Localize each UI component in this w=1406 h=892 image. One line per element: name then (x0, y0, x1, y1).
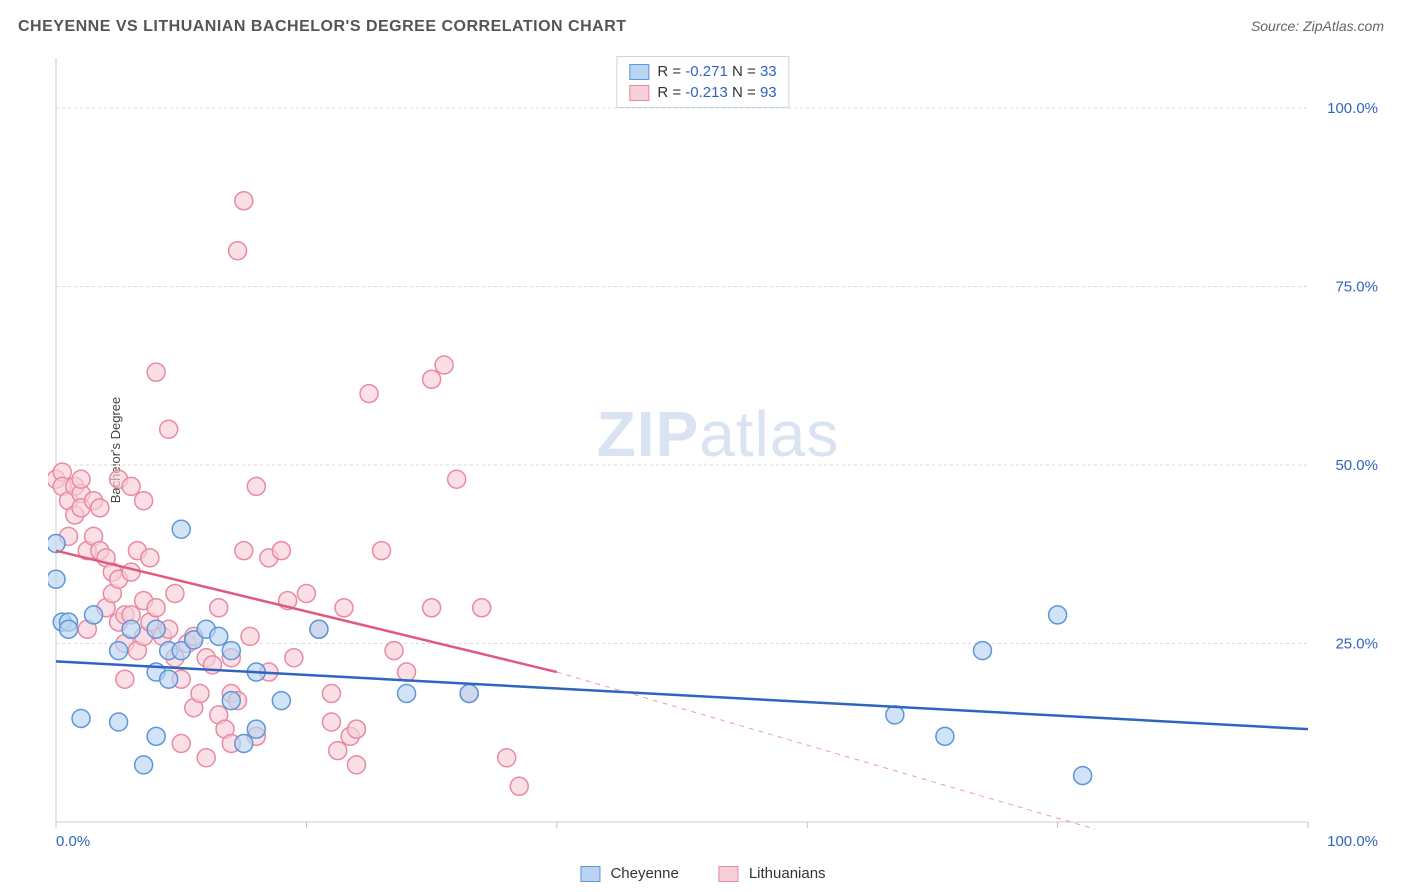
series-legend-item: Cheyenne (580, 865, 678, 882)
plot-area: Bachelor's Degree ZIPatlas 25.0%50.0%75.… (48, 50, 1388, 850)
svg-text:50.0%: 50.0% (1335, 457, 1378, 474)
legend-stats-text: R = -0.271 N = 33 (657, 63, 776, 80)
svg-text:100.0%: 100.0% (1327, 833, 1378, 850)
stats-legend: R = -0.271 N = 33 R = -0.213 N = 93 (616, 56, 789, 108)
svg-text:75.0%: 75.0% (1335, 278, 1378, 295)
legend-stats-text: R = -0.213 N = 93 (657, 84, 776, 101)
svg-text:25.0%: 25.0% (1335, 635, 1378, 652)
legend-swatch (629, 85, 649, 101)
legend-label: Lithuanians (749, 865, 826, 882)
legend-swatch (580, 866, 600, 882)
svg-text:100.0%: 100.0% (1327, 100, 1378, 117)
series-legend-item: Lithuanians (719, 865, 826, 882)
source-attribution: Source: ZipAtlas.com (1251, 18, 1384, 34)
legend-swatch (719, 866, 739, 882)
legend-label: Cheyenne (610, 865, 678, 882)
stats-legend-row: R = -0.271 N = 33 (625, 61, 780, 82)
svg-text:0.0%: 0.0% (56, 833, 90, 850)
series-legend: Cheyenne Lithuanians (580, 865, 825, 882)
chart-title: CHEYENNE VS LITHUANIAN BACHELOR'S DEGREE… (18, 18, 627, 36)
stats-legend-row: R = -0.213 N = 93 (625, 82, 780, 103)
legend-swatch (629, 64, 649, 80)
scatter-plot-svg: 25.0% 50.0% 75.0% 100.0% 0.0% 100.0% (48, 50, 1388, 850)
